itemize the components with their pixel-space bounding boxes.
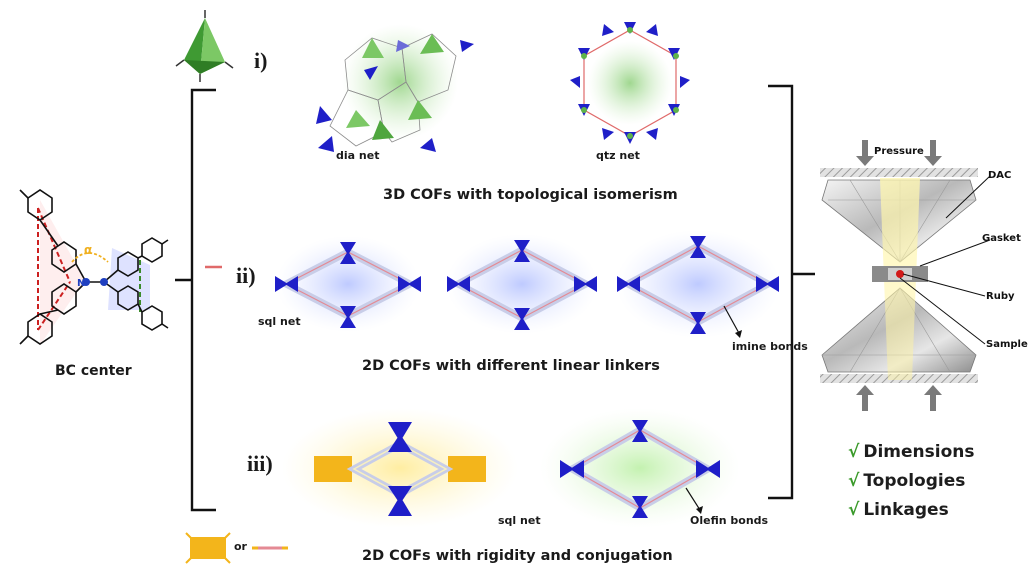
legend-or-label: or	[234, 540, 247, 553]
bc-center-molecule	[19, 189, 169, 345]
qtz-net-structure	[570, 22, 690, 144]
left-bracket	[175, 88, 216, 512]
gasket-label: Gasket	[982, 233, 1021, 244]
checklist-item: √ Dimensions	[848, 442, 975, 462]
caption-2d-rigidity: 2D COFs with rigidity and conjugation	[362, 548, 673, 564]
sql-framework-ii-1	[275, 236, 421, 332]
sql-framework-iii-1	[282, 408, 518, 528]
qtz-net-label: qtz net	[596, 149, 640, 162]
imine-bonds-label: imine bonds	[732, 340, 808, 353]
sql-framework-ii-3	[616, 230, 780, 338]
check-icon: √	[848, 500, 860, 520]
right-bracket	[768, 84, 815, 500]
dia-net-structure	[316, 24, 474, 152]
sql-net-label-iii: sql net	[498, 514, 541, 527]
check-icon: √	[848, 442, 860, 462]
label-i: i)	[254, 48, 268, 73]
check-icon: √	[848, 471, 860, 491]
caption-2d-linear-linkers: 2D COFs with different linear linkers	[362, 358, 660, 374]
legend-linker-icons	[185, 532, 288, 564]
n-atom-label: N	[77, 278, 86, 289]
pressure-label: Pressure	[874, 146, 924, 157]
checklist-item: √ Linkages	[848, 500, 949, 520]
olefin-bond-pointer	[685, 487, 701, 511]
sql-framework-iii-2	[540, 408, 740, 528]
caption-3d-cofs: 3D COFs with topological isomerism	[383, 187, 678, 203]
diamond-anvil-cell	[820, 140, 991, 411]
ruby-label: Ruby	[986, 291, 1015, 302]
checklist: √ Dimensions √ Topologies √ Linkages	[848, 438, 974, 525]
sample-label: Sample	[986, 339, 1028, 350]
tetrahedron-icon	[175, 10, 234, 82]
label-ii: ii)	[236, 263, 256, 288]
label-iii: iii)	[247, 451, 273, 476]
checklist-item: √ Topologies	[848, 471, 966, 491]
imine-bond-pointer	[723, 305, 741, 336]
dac-label: DAC	[988, 170, 1012, 181]
sql-framework-ii-2	[446, 234, 598, 334]
olefin-bonds-label: Olefin bonds	[690, 514, 769, 527]
dia-net-label: dia net	[336, 149, 380, 162]
sql-net-label-ii: sql net	[258, 315, 301, 328]
bc-center-label: BC center	[55, 363, 132, 379]
alpha-symbol: α	[84, 243, 93, 257]
